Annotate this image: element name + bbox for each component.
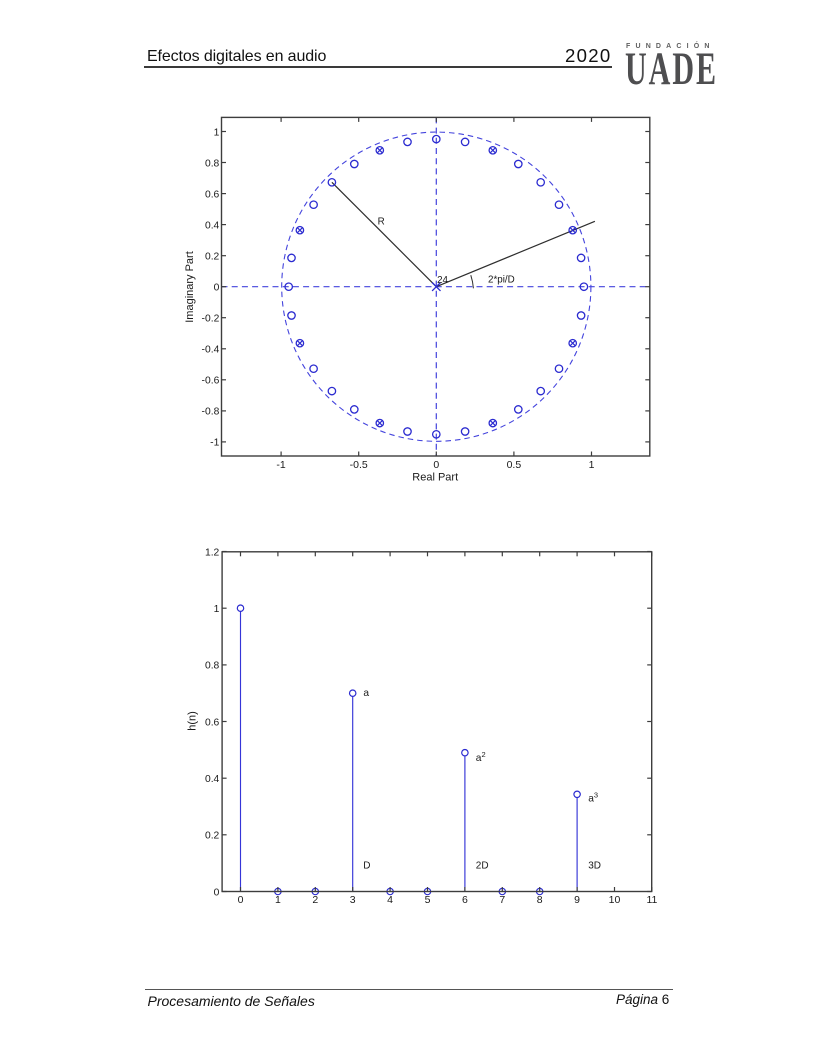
svg-text:a2: a2 (476, 750, 486, 764)
svg-text:-0.8: -0.8 (202, 407, 220, 418)
svg-text:0.6: 0.6 (205, 189, 220, 200)
svg-text:R: R (378, 216, 385, 227)
svg-text:D: D (363, 861, 370, 872)
svg-text:2: 2 (312, 894, 318, 906)
svg-text:1: 1 (275, 894, 281, 906)
svg-text:0: 0 (238, 894, 244, 906)
svg-text:4: 4 (387, 894, 393, 906)
svg-text:1.2: 1.2 (205, 547, 220, 558)
svg-text:0: 0 (214, 887, 220, 898)
svg-text:0: 0 (214, 283, 220, 294)
svg-text:0.4: 0.4 (205, 774, 220, 785)
svg-text:8: 8 (537, 894, 543, 906)
svg-text:a3: a3 (588, 790, 598, 804)
svg-text:0.6: 0.6 (205, 717, 220, 728)
svg-text:10: 10 (609, 894, 621, 906)
svg-text:-0.4: -0.4 (202, 345, 220, 356)
svg-text:-0.6: -0.6 (202, 376, 220, 387)
svg-text:0.2: 0.2 (205, 831, 220, 842)
svg-text:a: a (363, 688, 369, 699)
svg-text:9: 9 (574, 894, 580, 906)
svg-text:2*pi/D: 2*pi/D (488, 274, 515, 285)
svg-text:0.5: 0.5 (507, 459, 522, 471)
svg-text:Real Part: Real Part (412, 472, 458, 484)
svg-text:1: 1 (214, 604, 220, 615)
svg-text:0.2: 0.2 (205, 252, 220, 263)
svg-text:-0.5: -0.5 (350, 459, 368, 471)
svg-text:0: 0 (433, 459, 439, 471)
svg-text:Imaginary Part: Imaginary Part (184, 251, 196, 323)
svg-text:h(n): h(n) (187, 711, 199, 731)
svg-text:1: 1 (589, 459, 595, 471)
svg-text:6: 6 (462, 894, 468, 906)
svg-text:3D: 3D (588, 861, 601, 872)
svg-text:5: 5 (425, 894, 431, 906)
svg-text:11: 11 (646, 894, 657, 906)
svg-text:2D: 2D (476, 861, 489, 872)
svg-text:0.8: 0.8 (205, 158, 220, 169)
svg-text:-1: -1 (210, 438, 219, 449)
svg-text:24: 24 (437, 275, 448, 286)
svg-text:3: 3 (350, 894, 356, 906)
svg-text:1: 1 (214, 127, 220, 138)
svg-text:-0.2: -0.2 (202, 314, 220, 325)
svg-text:0.4: 0.4 (205, 220, 220, 231)
svg-text:7: 7 (499, 894, 505, 906)
svg-text:0.8: 0.8 (205, 661, 220, 672)
svg-text:-1: -1 (276, 459, 285, 471)
